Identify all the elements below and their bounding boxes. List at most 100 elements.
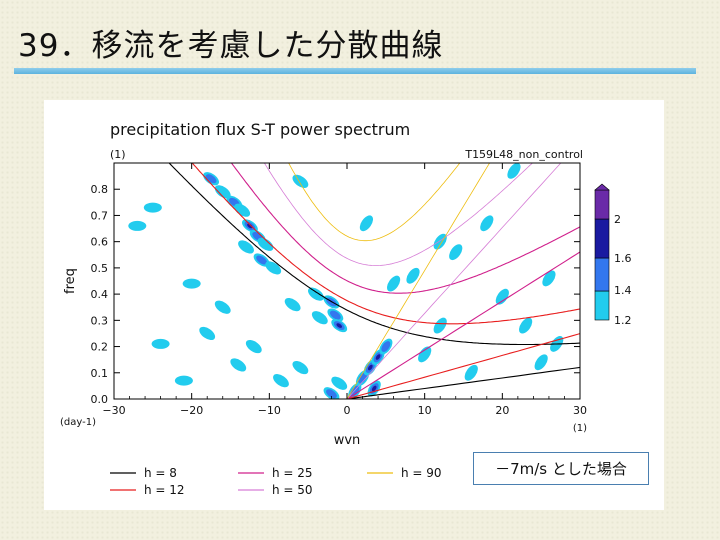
legend-label: h = 90 — [401, 466, 442, 480]
y-tick-label: 0.3 — [91, 314, 109, 327]
colorbar-label: 1.2 — [614, 314, 632, 327]
y-tick-label: 0.8 — [91, 183, 109, 196]
power-blob — [336, 323, 343, 328]
colorbar-label: 1.6 — [614, 252, 632, 265]
legend-label: h = 50 — [272, 483, 313, 497]
power-blob — [359, 215, 374, 232]
annotation-box: －7m/s とした場合 — [473, 452, 649, 485]
chart-title: precipitation flux S-T power spectrum — [110, 120, 410, 139]
dispersion-curve-ig — [288, 163, 461, 242]
y-tick-label: 0.2 — [91, 341, 109, 354]
x-tick-label: 0 — [344, 404, 351, 417]
y-tick-label: 0.7 — [91, 209, 109, 222]
chart-subtitle-left: (1) — [110, 148, 126, 161]
x-unit-label: (1) — [573, 423, 587, 434]
dispersion-curve-kelvin — [346, 333, 580, 399]
colorbar-label: 2 — [614, 213, 621, 226]
colorbar-cap — [594, 183, 610, 191]
power-blob — [143, 202, 162, 213]
power-blob — [199, 326, 216, 341]
colorbar-segment — [594, 290, 610, 321]
y-tick-label: 0.6 — [91, 236, 109, 249]
power-blob — [507, 163, 521, 179]
colorbar-segment — [594, 257, 610, 292]
power-blob — [230, 358, 247, 372]
legend: h = 8 h = 12 h = 25 h = 50 h = 90 — [110, 466, 442, 497]
dispersion-curve-ig — [230, 163, 580, 294]
power-blob — [375, 354, 381, 360]
power-blob — [367, 364, 373, 371]
figure-panel — [44, 100, 664, 510]
power-blob — [433, 233, 447, 250]
power-blob — [214, 185, 231, 199]
dispersion-curve-kelvin — [346, 251, 580, 399]
power-blob — [284, 298, 301, 312]
power-blob — [449, 244, 463, 261]
power-blob — [371, 385, 377, 392]
x-tick-label: 20 — [495, 404, 509, 417]
y-tick-label: 0.0 — [91, 393, 109, 406]
power-blob — [205, 174, 217, 184]
y-tick-label: 0.5 — [91, 262, 109, 275]
title-rule — [14, 68, 696, 74]
power-blob — [234, 203, 251, 217]
power-spectrum-contours — [128, 163, 564, 399]
power-blob — [265, 261, 282, 275]
power-blob — [464, 364, 478, 381]
power-blob — [387, 275, 401, 292]
power-blob — [326, 389, 337, 399]
y-unit-label: (day-1) — [60, 417, 96, 428]
legend-label: h = 8 — [144, 466, 177, 480]
dispersion-curve-ig — [191, 163, 580, 325]
colorbar-label: 1.4 — [614, 284, 632, 297]
power-blob — [182, 278, 201, 289]
power-blob — [331, 376, 348, 390]
chart-subtitle-right: T159L48_non_control — [464, 148, 583, 161]
power-blob — [406, 267, 420, 284]
colorbar-segment — [594, 218, 610, 259]
y-tick-label: 0.4 — [91, 288, 109, 301]
dispersion-curve-kelvin — [346, 163, 562, 399]
power-blob — [480, 215, 494, 232]
power-blob — [358, 372, 368, 384]
x-tick-label: 30 — [573, 404, 587, 417]
power-blob — [292, 174, 309, 188]
power-blob — [238, 240, 254, 254]
power-blob — [174, 375, 193, 386]
power-blob — [292, 360, 309, 375]
power-blob — [311, 311, 328, 325]
dispersion-curve-ig — [168, 163, 580, 346]
power-blob — [128, 220, 147, 231]
dispersion-curve-kelvin — [346, 163, 491, 399]
power-blob — [257, 237, 274, 251]
power-blob — [534, 354, 548, 371]
x-tick-label: −30 — [102, 404, 125, 417]
power-blob — [418, 346, 432, 363]
dispersion-curve-ig — [263, 163, 533, 266]
power-blob — [519, 317, 533, 334]
colorbar-segment — [594, 189, 610, 220]
x-tick-label: −20 — [180, 404, 203, 417]
legend-label: h = 12 — [144, 483, 185, 497]
power-blob — [381, 341, 391, 352]
dispersion-curves — [168, 163, 580, 399]
power-blob — [329, 310, 341, 320]
power-blob — [151, 338, 170, 349]
power-blob — [256, 255, 267, 265]
x-tick-label: 10 — [418, 404, 432, 417]
y-tick-label: 0.1 — [91, 367, 109, 380]
power-blob — [433, 317, 447, 334]
power-blob — [308, 287, 324, 301]
legend-label: h = 25 — [272, 466, 313, 480]
power-blob — [542, 270, 556, 287]
x-axis-label: wvn — [334, 433, 361, 448]
y-axis-label: freq — [63, 268, 78, 294]
slide-title: 39．移流を考慮した分散曲線 — [18, 28, 444, 64]
power-blob — [247, 223, 253, 229]
power-blob — [495, 288, 509, 305]
axis-ticks: −30 −20 −10 0 10 20 30 0.0 0.1 0.2 0.3 0.4 0.5 0.6 0.7… — [91, 163, 587, 417]
colorbar: 1.2 1.4 1.6 2 — [594, 183, 632, 327]
power-blob — [273, 374, 289, 388]
dispersion-curve-kelvin — [346, 366, 580, 399]
